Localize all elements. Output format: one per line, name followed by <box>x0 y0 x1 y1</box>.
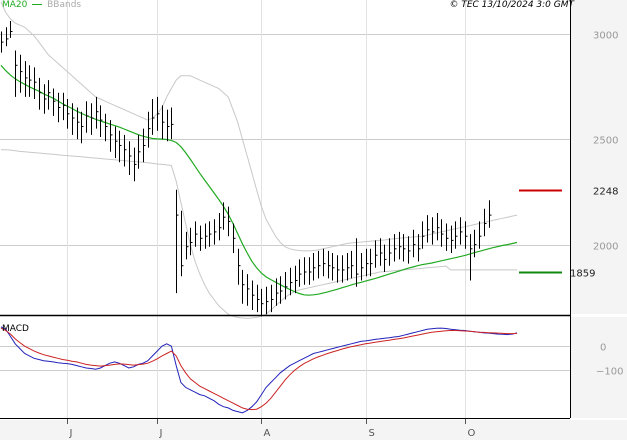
ma20-legend-label: MA20 <box>2 0 28 10</box>
macd-line <box>0 326 518 414</box>
resistance-label: 2248 <box>593 187 618 198</box>
price-side-panel <box>570 0 627 314</box>
macd-panel <box>0 317 570 418</box>
price-tick-label: 3000 <box>593 31 618 42</box>
macd-tick-label: 0 <box>600 343 606 354</box>
signal-line <box>0 327 518 411</box>
macd-grid: 0 −100 <box>0 343 623 378</box>
bbands-lower-line <box>1 149 517 319</box>
ma20-legend-swatch <box>32 4 43 5</box>
price-levels: 2248 1859 <box>519 187 618 280</box>
macd-side-panel <box>570 317 627 418</box>
price-tick-label: 2000 <box>593 242 618 253</box>
price-panel <box>0 0 570 314</box>
support-label: 1859 <box>570 269 595 280</box>
header-legend: MA20 BBands <box>2 0 81 11</box>
copyright-note: © TEC 13/10/2024 3:0 GMT <box>449 0 574 10</box>
month-label: J <box>69 428 73 439</box>
month-label: J <box>159 428 163 439</box>
macd-tick-label: −100 <box>596 367 623 378</box>
time-axis <box>0 420 627 440</box>
month-label: A <box>264 428 271 439</box>
price-tick-label: 2500 <box>593 136 618 147</box>
bbands-legend-label: BBands <box>47 0 82 10</box>
month-label: S <box>369 428 375 439</box>
month-label: O <box>468 428 476 439</box>
macd-panel-label: MACD <box>2 324 29 334</box>
bbands-upper-line <box>0 1 518 252</box>
price-bars <box>1 21 492 317</box>
